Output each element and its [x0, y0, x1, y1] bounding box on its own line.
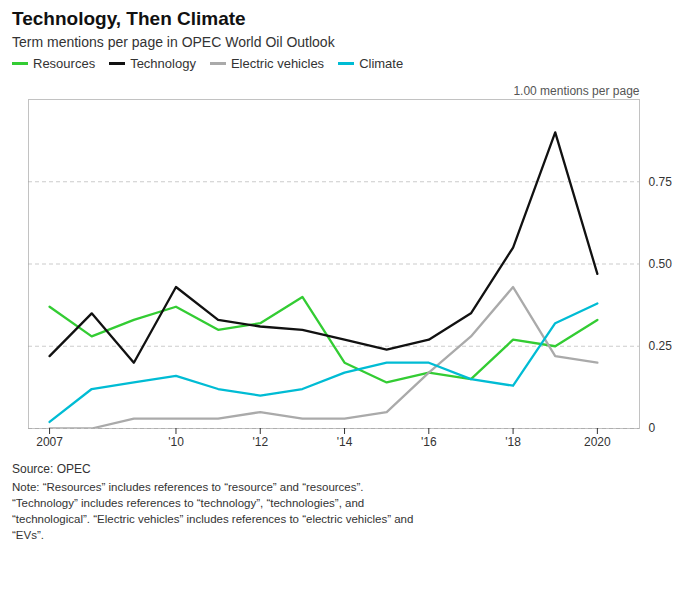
html-text:Climate: Climate [359, 56, 404, 71]
html-text:Technology: Technology [130, 56, 196, 71]
html-text:Electric vehicles: Electric vehicles [230, 56, 325, 71]
svg-text:1.00 mentions per page: 1.00 mentions per page [513, 84, 639, 98]
html-text:Source: OPEC: Source: OPEC [12, 462, 91, 476]
svg-text:'10: '10 [168, 435, 184, 449]
svg-text:'14: '14 [337, 435, 353, 449]
svg-text:0.25: 0.25 [649, 339, 673, 353]
svg-text:0: 0 [649, 421, 656, 435]
svg-text:'18: '18 [505, 435, 521, 449]
html-text:Technology, Then Climate: Technology, Then Climate [12, 8, 246, 29]
html-text:Term mentions per page in OPEC: Term mentions per page in OPEC World Oil… [12, 34, 335, 50]
svg-text:2007: 2007 [36, 435, 63, 449]
html-text:Note: “Resources” includes ref: Note: “Resources” includes references to… [12, 481, 414, 542]
svg-text:'12: '12 [252, 435, 268, 449]
svg-text:'16: '16 [421, 435, 437, 449]
svg-text:2020: 2020 [584, 435, 611, 449]
svg-text:0.50: 0.50 [649, 257, 673, 271]
html-text:Resources: Resources [33, 56, 96, 71]
svg-text:0.75: 0.75 [649, 175, 673, 189]
